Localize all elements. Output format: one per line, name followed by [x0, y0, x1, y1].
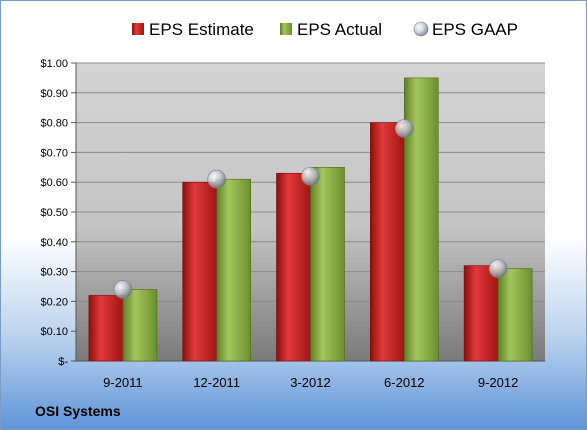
bar-eps-estimate — [463, 265, 499, 362]
bar-eps-actual — [216, 178, 251, 362]
y-tick-label: $0.30 — [40, 267, 68, 279]
x-tick-label: 3-2012 — [290, 375, 330, 390]
bar-eps-estimate — [182, 181, 217, 362]
bar-eps-estimate — [276, 172, 311, 362]
gaap-markers — [113, 119, 508, 299]
y-tick-label: $1.00 — [40, 58, 68, 70]
marker-eps-gaap — [207, 169, 226, 189]
x-tick-label: 9-2012 — [478, 375, 518, 390]
y-tick-label: $0.90 — [40, 88, 68, 100]
x-tick-label: 12-2011 — [193, 375, 240, 390]
bar-eps-estimate — [88, 295, 124, 362]
y-axis-ticks: $- $0.10 $0.20 $0.30 $0.40 $0.50 $0.60 $0.70 $0.… — [40, 58, 68, 368]
bar-eps-actual — [497, 268, 533, 362]
legend: EPS Estimate EPS Actual EPS GAAP — [132, 20, 518, 39]
bar-eps-actual — [122, 289, 158, 362]
legend-swatch-gaap — [413, 21, 429, 37]
marker-eps-gaap — [394, 119, 414, 138]
legend-label: EPS GAAP — [432, 20, 518, 39]
x-axis-ticks: 9-2011 12-2011 3-2012 6-2012 9-2012 — [103, 375, 518, 390]
bar-eps-actual — [403, 77, 439, 362]
bar-eps-actual — [310, 167, 345, 362]
legend-label: EPS Actual — [297, 20, 382, 39]
y-tick-label: $0.20 — [40, 296, 68, 308]
legend-swatch — [280, 23, 292, 35]
y-tick-label: $0.10 — [40, 326, 68, 338]
x-tick-label: 9-2011 — [103, 375, 143, 390]
y-tick-label: $0.40 — [40, 237, 68, 249]
y-tick-label: $0.80 — [40, 118, 68, 130]
company-name: OSI Systems — [35, 403, 121, 419]
y-tick-label: $0.50 — [40, 207, 68, 219]
y-tick-label: $- — [58, 356, 68, 368]
y-tick-label: $0.60 — [40, 177, 68, 189]
x-tick-label: 6-2012 — [384, 375, 424, 390]
y-tick-label: $0.70 — [40, 147, 68, 159]
marker-eps-gaap — [301, 166, 320, 186]
bar-eps-estimate — [369, 122, 405, 362]
legend-label: EPS Estimate — [149, 20, 254, 39]
bars — [88, 77, 533, 362]
legend-swatch — [132, 23, 144, 35]
marker-eps-gaap — [488, 259, 508, 278]
marker-eps-gaap — [113, 280, 133, 299]
